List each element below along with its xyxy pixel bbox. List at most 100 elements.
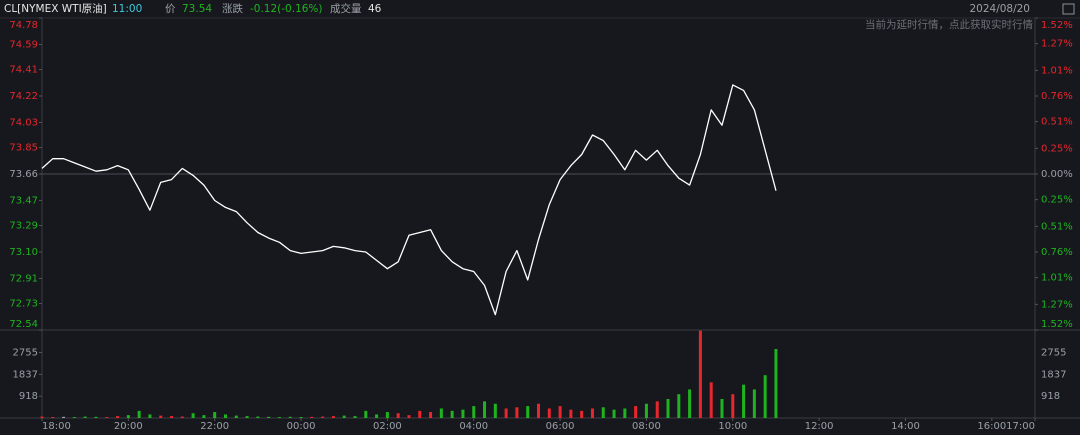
- volume-bar: [353, 416, 357, 418]
- volume-bar: [720, 398, 724, 418]
- volume-bar: [590, 408, 594, 418]
- volume-bar: [94, 416, 98, 418]
- x-tick-label: 18:00: [42, 421, 71, 432]
- volume-bar: [418, 410, 422, 418]
- volume-bar: [623, 408, 627, 418]
- x-tick-label: 02:00: [373, 421, 402, 432]
- volume-bar: [429, 412, 433, 418]
- y-tick-label: 74.59: [9, 39, 38, 50]
- price-label: 价: [165, 3, 176, 15]
- volume-label: 成交量: [330, 2, 362, 15]
- volume-bar: [763, 375, 767, 418]
- volume-bar: [83, 416, 87, 418]
- volume-bar: [321, 416, 325, 418]
- volume-bar: [688, 389, 692, 418]
- volume-bar: [148, 414, 152, 418]
- y-tick-label: 73.10: [9, 247, 38, 258]
- volume-bar: [170, 416, 174, 418]
- volume-bar: [644, 403, 648, 418]
- x-tick-label: 20:00: [114, 421, 143, 432]
- volume-bar: [742, 384, 746, 418]
- volume-bar: [634, 406, 638, 418]
- y-tick-label: 73.66: [9, 169, 38, 180]
- y2-tick-label: 0.76%: [1041, 247, 1073, 258]
- y-tick-label: 72.54: [9, 319, 38, 330]
- volume-bar: [677, 394, 681, 418]
- volume-bar: [385, 412, 389, 418]
- x-tick-label: 00:00: [287, 421, 316, 432]
- header: CL[NYMEX WTI原油] 11:00 价 73.54 涨跌 -0.12(-…: [4, 2, 1075, 31]
- volume-tick-label: 918: [1041, 391, 1060, 402]
- x-tick-label: 14:00: [891, 421, 920, 432]
- volume-bar: [655, 401, 659, 418]
- x-tick-label: 08:00: [632, 421, 661, 432]
- price-line: [41, 84, 777, 316]
- x-tick-label: 06:00: [546, 421, 575, 432]
- y2-tick-label: 1.52%: [1041, 319, 1073, 330]
- volume: 46: [368, 3, 382, 15]
- volume-bar: [213, 412, 217, 418]
- volume-bar: [223, 414, 227, 418]
- y-tick-label: 73.29: [9, 221, 38, 232]
- y2-tick-label: 0.25%: [1041, 195, 1073, 206]
- volume-bar: [731, 394, 735, 418]
- volume-bar: [277, 417, 281, 418]
- volume-bar: [547, 408, 551, 418]
- volume-bar: [105, 417, 109, 418]
- volume-tick-label: 1837: [1041, 369, 1066, 380]
- volume-tick-label: 2755: [1041, 347, 1066, 358]
- volume-bar: [72, 417, 76, 418]
- quote-time: 11:00: [112, 3, 142, 15]
- volume-bar: [396, 413, 400, 418]
- notice[interactable]: 当前为延时行情，点此获取实时行情: [865, 18, 1033, 31]
- y2-tick-label: 0.76%: [1041, 91, 1073, 102]
- price: 73.54: [182, 3, 212, 15]
- x-tick-label: 16:00: [977, 421, 1006, 432]
- instrument: CL[NYMEX WTI原油]: [4, 2, 107, 15]
- x-tick-label: 12:00: [805, 421, 834, 432]
- volume-bar: [439, 408, 443, 418]
- y2-tick-label: 0.51%: [1041, 117, 1073, 128]
- y2-tick-label: 0.51%: [1041, 221, 1073, 232]
- volume-bar: [472, 406, 476, 418]
- volume-bar: [504, 408, 508, 418]
- volume-bar: [245, 416, 249, 418]
- y2-tick-label: 0.00%: [1041, 169, 1073, 180]
- volume-bar: [62, 416, 66, 418]
- volume-bar: [580, 410, 584, 418]
- x-tick-label: 04:00: [459, 421, 488, 432]
- y-tick-label: 74.78: [9, 20, 38, 31]
- y2-tick-label: 1.01%: [1041, 273, 1073, 284]
- volume-bar: [450, 410, 454, 418]
- y-tick-label: 73.47: [9, 195, 38, 206]
- volume-bar: [51, 417, 55, 418]
- volume-bar: [299, 417, 303, 418]
- volume-bar: [331, 416, 335, 418]
- volume-bar: [342, 415, 346, 418]
- y2-tick-label: 1.27%: [1041, 39, 1073, 50]
- volume-bar: [126, 415, 130, 418]
- y-tick-label: 74.03: [9, 117, 38, 128]
- y-tick-label: 72.91: [9, 273, 38, 284]
- volume-bar: [234, 415, 238, 418]
- y2-tick-label: 1.27%: [1041, 299, 1073, 310]
- volume-bar: [364, 410, 368, 418]
- y2-tick-label: 1.52%: [1041, 20, 1073, 31]
- volume-bar: [159, 415, 163, 418]
- volume-bar: [612, 409, 616, 418]
- volume-bar: [407, 415, 411, 418]
- y-tick-label: 73.85: [9, 143, 38, 154]
- y-tick-label: 74.41: [9, 65, 38, 76]
- volume-bar: [698, 330, 702, 418]
- y-tick-label: 72.73: [9, 299, 38, 310]
- volume-bar: [191, 413, 195, 418]
- volume-bar: [709, 382, 713, 418]
- menu-icon[interactable]: [1062, 3, 1075, 15]
- volume-bar: [569, 409, 573, 418]
- volume-bar: [526, 406, 530, 418]
- volume-bar: [40, 416, 44, 418]
- volume-bar: [116, 416, 120, 418]
- volume-bar: [493, 403, 497, 418]
